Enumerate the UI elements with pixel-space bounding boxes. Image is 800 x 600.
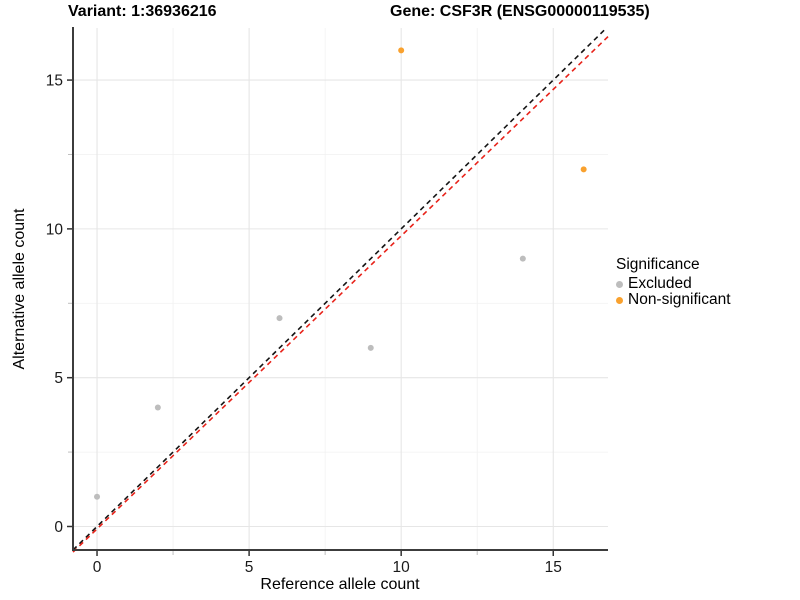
legend-label-excluded: Excluded (628, 275, 692, 292)
point-excluded (276, 315, 283, 322)
gene-title: Gene: CSF3R (ENSG00000119535) (390, 3, 650, 20)
legend-title: Significance (616, 256, 700, 273)
point-non-significant (398, 47, 405, 54)
x-tick-label: 0 (93, 559, 102, 576)
point-non-significant (580, 166, 587, 173)
x-axis-label: Reference allele count (260, 576, 420, 593)
x-tick-label: 5 (245, 559, 254, 576)
y-tick-label: 15 (46, 73, 63, 90)
identity-line (72, 28, 607, 551)
point-excluded (154, 404, 161, 411)
legend-item-non-significant: Non-significant (616, 291, 731, 308)
y-tick-label: 10 (46, 221, 64, 238)
y-axis-label: Alternative allele count (11, 208, 28, 370)
legend: Significance Excluded Non-significant (616, 256, 731, 308)
legend-item-excluded: Excluded (616, 275, 731, 292)
non-significant-dot-icon (616, 296, 623, 304)
y-tick-label: 5 (54, 370, 63, 387)
x-tick-label: 10 (393, 559, 411, 576)
y-tick-label: 0 (54, 519, 63, 536)
legend-label-non-significant: Non-significant (628, 291, 731, 308)
fit-line (72, 36, 609, 553)
point-excluded (94, 493, 101, 500)
point-excluded (367, 344, 374, 351)
x-tick-label: 15 (545, 559, 562, 576)
variant-title: Variant: 1:36936216 (68, 3, 217, 20)
point-excluded (519, 255, 526, 262)
excluded-dot-icon (616, 280, 623, 288)
